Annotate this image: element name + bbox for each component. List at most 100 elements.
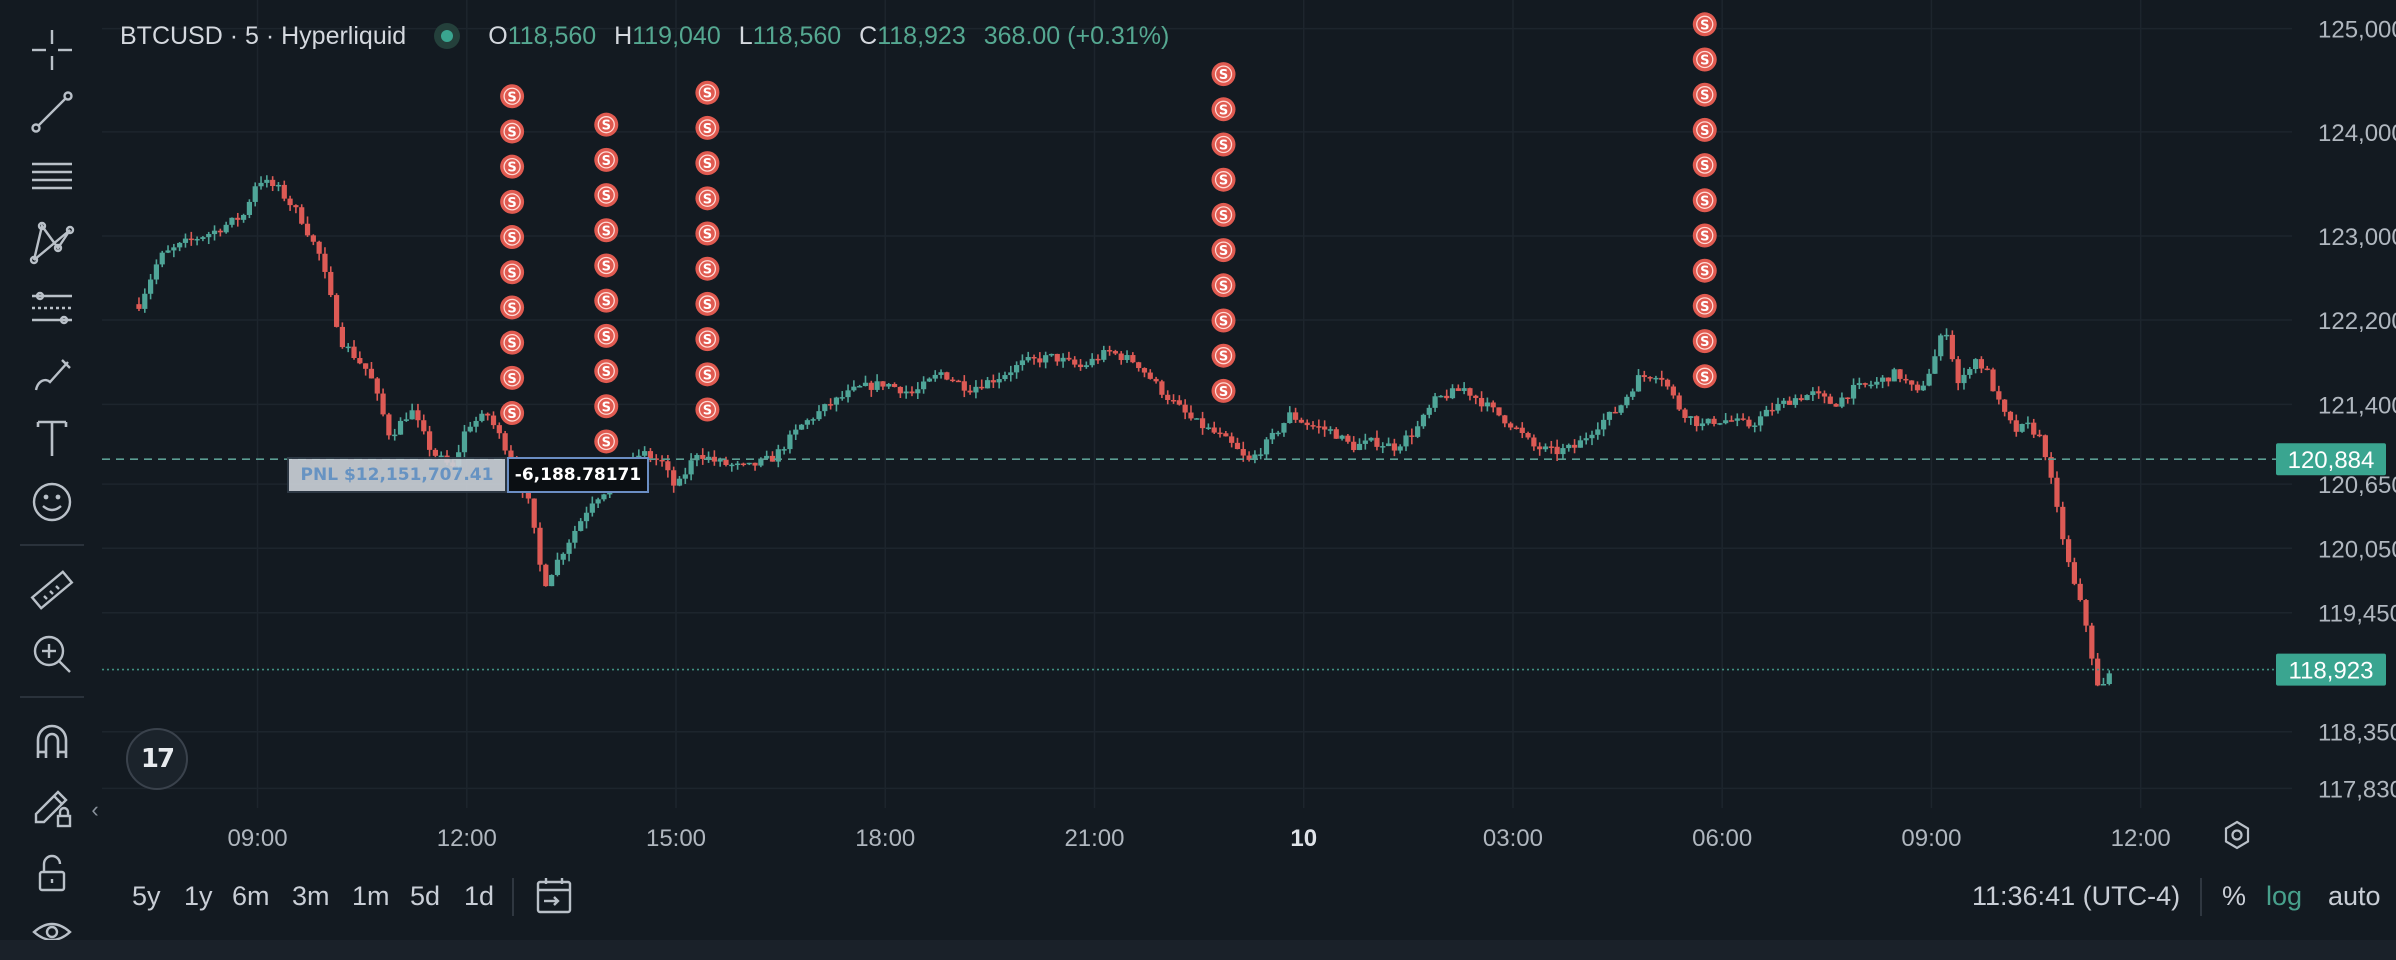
candle-body — [270, 179, 276, 187]
fib-lines-icon[interactable] — [22, 150, 82, 206]
sell-marker-label: S — [507, 196, 516, 211]
candle-body — [2054, 477, 2060, 507]
chart-pane[interactable]: 125,000 124,000 123,000 122,200 121,400 120,6… — [102, 0, 2396, 850]
candle — [1961, 367, 1967, 390]
range-1d-button[interactable]: 1d — [464, 881, 495, 911]
candle-body — [938, 372, 944, 375]
brush-icon[interactable] — [22, 346, 82, 402]
window-bottom-edge — [0, 940, 2396, 960]
range-1y-button[interactable]: 1y — [184, 881, 213, 911]
candle — [1124, 350, 1130, 363]
candle — [1996, 385, 2002, 405]
magnet-icon[interactable] — [22, 714, 82, 770]
range-3m-button[interactable]: 3m — [292, 881, 330, 911]
candle — [1031, 354, 1037, 365]
candle — [1182, 399, 1188, 420]
candle-body — [415, 410, 421, 421]
lock-icon[interactable] — [22, 846, 82, 902]
sell-marker-label: S — [1219, 103, 1228, 118]
auto-scale-button[interactable]: auto — [2328, 881, 2381, 911]
candle-body — [1473, 395, 1479, 398]
candle — [1263, 437, 1270, 460]
x-tick-label: 10 — [1290, 825, 1317, 850]
crosshair-icon[interactable] — [22, 22, 82, 78]
price-chart[interactable]: 125,000 124,000 123,000 122,200 121,400 120,6… — [102, 0, 2396, 850]
ruler-icon[interactable] — [22, 562, 82, 618]
log-scale-button[interactable]: log — [2266, 881, 2303, 911]
calendar-goto-icon[interactable] — [532, 874, 576, 918]
candle — [1415, 420, 1421, 439]
chart-settings-icon[interactable] — [2222, 820, 2252, 850]
candle — [1287, 406, 1293, 424]
candle-body — [665, 461, 671, 471]
candle-body — [1746, 419, 1752, 427]
candle-body — [1519, 427, 1525, 434]
candle — [380, 388, 386, 417]
sell-marker: S — [594, 183, 619, 208]
candle — [258, 176, 264, 190]
percent-scale-button[interactable]: % — [2222, 881, 2247, 911]
symbol-title[interactable]: BTCUSD · 5 · Hyperliquid — [120, 21, 407, 50]
sell-marker-ring — [1214, 241, 1233, 259]
candle-body — [1897, 369, 1903, 379]
sell-marker-ring — [698, 154, 717, 172]
range-1m-button[interactable]: 1m — [352, 881, 390, 911]
range-6m-button[interactable]: 6m — [232, 881, 270, 911]
sell-marker-ring — [503, 369, 521, 387]
candle — [729, 462, 735, 472]
forecast-icon[interactable] — [22, 280, 82, 336]
sell-marker: S — [1692, 117, 1717, 142]
candle-body — [1577, 440, 1583, 448]
candle-body — [554, 559, 561, 575]
candle — [1624, 394, 1630, 409]
sell-marker: S — [594, 288, 619, 313]
sell-marker: S — [500, 330, 525, 355]
pattern-icon[interactable] — [22, 214, 82, 270]
candle — [1054, 353, 1060, 366]
candle — [1304, 419, 1310, 430]
candle-body — [921, 381, 927, 390]
sell-marker: S — [1211, 97, 1236, 122]
candle — [1449, 384, 1456, 400]
candle-body — [1467, 388, 1473, 396]
eye-icon[interactable] — [22, 904, 82, 960]
range-5d-button[interactable]: 5d — [410, 881, 441, 911]
candle — [1723, 413, 1729, 425]
candle-body — [2002, 399, 2008, 412]
candle — [1560, 443, 1566, 459]
sell-marker-ring — [597, 362, 615, 380]
text-icon[interactable] — [22, 410, 82, 466]
candle-body — [2013, 420, 2019, 432]
candle-body — [984, 380, 991, 389]
toolbar-collapse-button[interactable]: ‹ — [91, 797, 99, 822]
trend-line-icon[interactable] — [22, 84, 82, 140]
candle — [1542, 443, 1549, 452]
clock-timezone[interactable]: 11:36:41 (UTC-4) — [1972, 881, 2181, 911]
position-size-label[interactable]: -6,188.78171 — [507, 457, 649, 493]
tradingview-logo[interactable]: 17 — [126, 728, 188, 790]
candle — [1234, 437, 1241, 450]
candle-body — [1025, 356, 1031, 361]
zoom-in-icon[interactable] — [22, 626, 82, 682]
sell-marker-ring — [1696, 191, 1714, 209]
candle-body — [1165, 394, 1171, 401]
position-pnl-label[interactable]: PNL $12,151,707.41 — [287, 457, 507, 493]
sell-marker-label: S — [507, 231, 516, 246]
candle-body — [642, 451, 648, 456]
candle — [711, 450, 717, 466]
sell-marker-ring — [1214, 100, 1233, 118]
candle — [1037, 352, 1043, 368]
range-5y-button[interactable]: 5y — [132, 881, 161, 911]
candle-body — [252, 186, 258, 202]
sell-marker-label: S — [703, 333, 712, 348]
sell-marker-label: S — [602, 400, 611, 415]
candle-body — [1787, 400, 1793, 405]
sell-marker: S — [695, 327, 720, 352]
candle — [1920, 380, 1926, 391]
sell-marker-label: S — [1700, 124, 1709, 139]
draw-lock-icon[interactable] — [22, 778, 82, 834]
sell-marker-label: S — [1700, 54, 1709, 69]
candle — [822, 403, 828, 417]
sell-marker: S — [594, 147, 619, 172]
emoji-icon[interactable] — [22, 474, 82, 530]
